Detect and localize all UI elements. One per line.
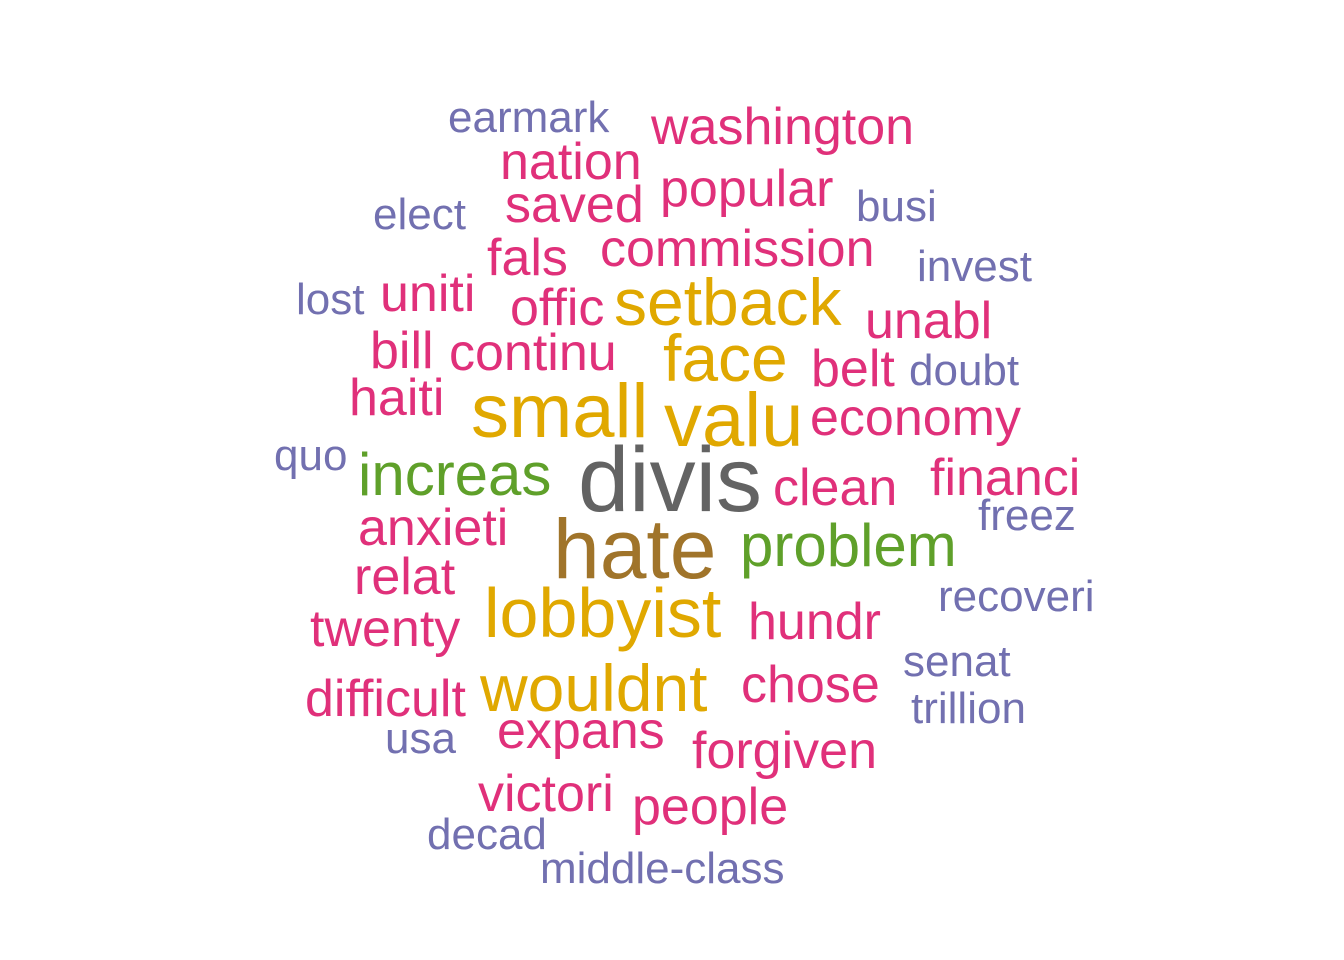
word-nation: nation	[500, 133, 642, 191]
word-offic: offic	[510, 279, 605, 337]
word-washington: washington	[651, 98, 915, 156]
word-chose: chose	[741, 656, 880, 714]
word-hate: hate	[553, 502, 717, 596]
word-continu: continu	[449, 324, 617, 382]
word-doubt: doubt	[909, 346, 1020, 395]
word-belt: belt	[811, 340, 895, 398]
word-saved: saved	[505, 176, 644, 234]
word-expans: expans	[497, 702, 665, 760]
word-decad: decad	[427, 810, 547, 859]
word-twenty: twenty	[310, 600, 461, 658]
word-middle-class: middle-class	[540, 844, 785, 893]
word-setback: setback	[614, 265, 842, 339]
word-forgiven: forgiven	[692, 722, 877, 780]
word-popular: popular	[660, 160, 834, 218]
word-hundr: hundr	[748, 593, 881, 651]
word-lobbyist: lobbyist	[484, 574, 722, 652]
word-relat: relat	[354, 548, 456, 606]
word-recoveri: recoveri	[938, 572, 1095, 621]
word-valu: valu	[664, 378, 804, 463]
word-senat: senat	[903, 637, 1011, 686]
word-earmark: earmark	[448, 93, 610, 142]
word-clean: clean	[773, 459, 898, 517]
word-commission: commission	[600, 220, 875, 278]
word-divis: divis	[578, 429, 763, 531]
word-busi: busi	[856, 182, 937, 231]
word-freez: freez	[978, 491, 1076, 540]
word-small: small	[471, 369, 649, 454]
word-difficult: difficult	[305, 670, 466, 728]
word-increas: increas	[358, 441, 552, 508]
word-people: people	[632, 778, 789, 836]
word-unabl: unabl	[865, 292, 993, 350]
word-bill: bill	[370, 322, 434, 380]
word-wouldnt: wouldnt	[480, 651, 708, 725]
word-face: face	[663, 321, 788, 395]
word-lost: lost	[296, 275, 365, 324]
word-usa: usa	[385, 714, 456, 763]
word-problem: problem	[740, 512, 957, 579]
word-haiti: haiti	[349, 369, 445, 427]
word-economy: economy	[810, 389, 1021, 447]
word-uniti: uniti	[380, 265, 476, 323]
word-anxieti: anxieti	[358, 499, 509, 557]
word-victori: victori	[478, 765, 614, 823]
word-invest: invest	[917, 242, 1032, 291]
word-elect: elect	[373, 190, 466, 239]
word-quo: quo	[274, 431, 348, 480]
word-financi: financi	[930, 449, 1081, 507]
word-trillion: trillion	[911, 684, 1026, 733]
word-fals: fals	[487, 229, 568, 287]
